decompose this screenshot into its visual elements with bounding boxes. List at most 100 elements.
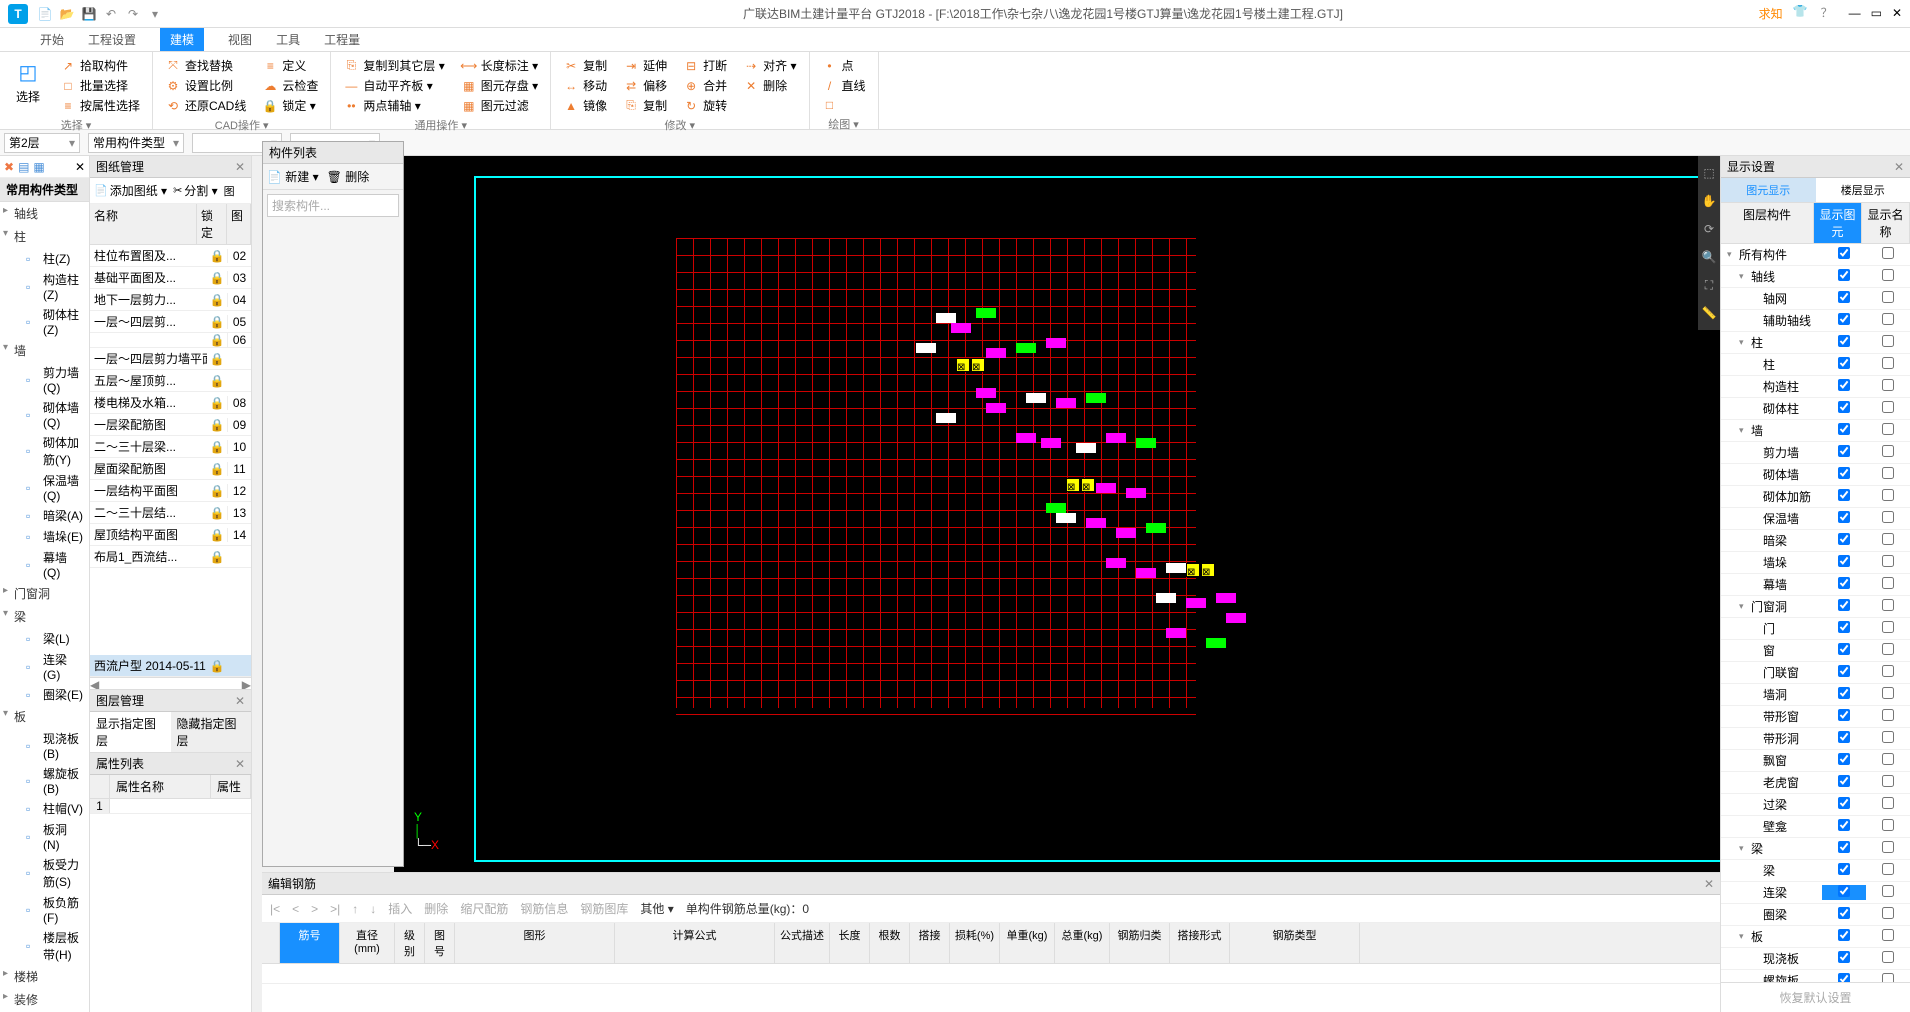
tree-cat[interactable]: 板 (0, 705, 89, 728)
ds-chk-name[interactable] (1882, 819, 1894, 831)
prop-row-1[interactable]: 1 (90, 799, 251, 814)
tree-item[interactable]: ▫柱(Z) (0, 248, 89, 269)
dm-row[interactable]: 二～三十层结...🔒13 (90, 502, 251, 524)
ds-chk-elem[interactable] (1838, 511, 1850, 523)
ds-chk-name[interactable] (1882, 599, 1894, 611)
qat-new-icon[interactable]: 📄 (36, 5, 54, 23)
ds-chk-name[interactable] (1882, 489, 1894, 501)
ds-chk-name[interactable] (1882, 423, 1894, 435)
ds-chk-elem[interactable] (1838, 247, 1850, 259)
ds-row[interactable]: 圈梁 (1721, 904, 1910, 926)
skin-icon[interactable]: 👕 (1793, 4, 1811, 22)
ds-chk-elem[interactable] (1838, 621, 1850, 633)
tree-item[interactable]: ▫幕墙(Q) (0, 547, 89, 582)
ds-row[interactable]: 砌体柱 (1721, 398, 1910, 420)
vt-cursor-icon[interactable]: ⬚ (1698, 162, 1720, 184)
comp-new-button[interactable]: 📄 新建 ▾ (267, 168, 319, 185)
ds-tab-elem[interactable]: 图元显示 (1721, 178, 1816, 202)
minimize-icon[interactable]: — (1849, 6, 1861, 20)
ribbon-btn[interactable]: —自动平齐板 ▾ (339, 76, 448, 95)
menu-工程设置[interactable]: 工程设置 (88, 31, 136, 48)
bp-tool[interactable]: 删除 (424, 900, 448, 917)
ds-row[interactable]: 过梁 (1721, 794, 1910, 816)
tree-cat[interactable]: 门窗洞 (0, 582, 89, 605)
ribbon-btn[interactable]: 🔒锁定 ▾ (258, 96, 322, 115)
ribbon-group-label[interactable]: 选择 ▾ (8, 117, 144, 133)
bp-tool[interactable]: 缩尺配筋 (460, 900, 508, 917)
ds-chk-elem[interactable] (1838, 775, 1850, 787)
qat-more-icon[interactable]: ▾ (146, 5, 164, 23)
ribbon-btn[interactable]: ⎘复制 (619, 96, 671, 115)
tree-close-icon[interactable]: ✕ (75, 160, 85, 174)
ds-chk-name[interactable] (1882, 379, 1894, 391)
tree-item[interactable]: ▫砌体墙(Q) (0, 397, 89, 432)
ribbon-btn[interactable]: ⊕合并 (679, 76, 731, 95)
menu-工具[interactable]: 工具 (276, 31, 300, 48)
ds-chk-name[interactable] (1882, 665, 1894, 677)
ds-chk-name[interactable] (1882, 863, 1894, 875)
ds-chk-name[interactable] (1882, 687, 1894, 699)
tree-btn1-icon[interactable]: ✖ (4, 160, 14, 174)
ds-chk-name[interactable] (1882, 709, 1894, 721)
type-selector[interactable]: 常用构件类型 (88, 133, 184, 153)
qat-save-icon[interactable]: 💾 (80, 5, 98, 23)
ds-chk-elem[interactable] (1838, 731, 1850, 743)
tree-item[interactable]: ▫砌体加筋(Y) (0, 432, 89, 470)
ds-chk-name[interactable] (1882, 731, 1894, 743)
ds-row[interactable]: 老虎窗 (1721, 772, 1910, 794)
bp-col[interactable]: 筋号 (280, 923, 340, 963)
ds-chk-name[interactable] (1882, 973, 1894, 982)
ribbon-group-label[interactable]: 通用操作 ▾ (339, 117, 542, 133)
ds-row[interactable]: 现浇板 (1721, 948, 1910, 970)
ribbon-btn[interactable]: □批量选择 (56, 76, 144, 95)
ribbon-btn[interactable]: /直线 (818, 76, 870, 95)
ds-row[interactable]: 飘窗 (1721, 750, 1910, 772)
ds-row[interactable]: ▾门窗洞 (1721, 596, 1910, 618)
ds-restore-button[interactable]: 恢复默认设置 (1721, 982, 1910, 1012)
ds-chk-elem[interactable] (1838, 687, 1850, 699)
dm-row[interactable]: 屋面梁配筋图🔒11 (90, 458, 251, 480)
vt-fit-icon[interactable]: ⛶ (1698, 274, 1720, 296)
ds-chk-name[interactable] (1882, 929, 1894, 941)
bp-col[interactable]: 根数 (870, 923, 910, 963)
ds-tab-floor[interactable]: 楼层显示 (1816, 178, 1910, 202)
lm-tab-hide[interactable]: 隐藏指定图层 (171, 712, 252, 752)
tree-cat[interactable]: 楼梯 (0, 965, 89, 988)
ds-row[interactable]: 砌体墙 (1721, 464, 1910, 486)
dm-row[interactable]: 一层～四层剪...🔒05 (90, 311, 251, 333)
ds-chk-elem[interactable] (1838, 313, 1850, 325)
ds-chk-elem[interactable] (1838, 577, 1850, 589)
dm-row[interactable]: 屋顶结构平面图🔒14 (90, 524, 251, 546)
ribbon-btn[interactable]: ↔移动 (559, 76, 611, 95)
help-icon[interactable]: ？ (1821, 4, 1839, 22)
bp-tool[interactable]: 其他 ▾ (640, 900, 673, 917)
tree-item[interactable]: ▫梁(L) (0, 628, 89, 649)
ds-chk-name[interactable] (1882, 335, 1894, 347)
close-icon[interactable]: ✕ (1892, 6, 1902, 20)
qat-undo-icon[interactable]: ↶ (102, 5, 120, 23)
ds-chk-name[interactable] (1882, 841, 1894, 853)
ds-chk-name[interactable] (1882, 753, 1894, 765)
ribbon-btn[interactable]: ⇄偏移 (619, 76, 671, 95)
ds-chk-elem[interactable] (1838, 929, 1850, 941)
ds-chk-elem[interactable] (1838, 907, 1850, 919)
tree-item[interactable]: ▫板负筋(F) (0, 892, 89, 927)
ds-chk-elem[interactable] (1838, 643, 1850, 655)
ds-chk-name[interactable] (1882, 555, 1894, 567)
ds-chk-elem[interactable] (1838, 797, 1850, 809)
dm-row[interactable]: 柱位布置图及...🔒02 (90, 245, 251, 267)
bp-empty-row[interactable] (262, 964, 1720, 984)
bp-col[interactable]: 图号 (425, 923, 455, 963)
dm-add-button[interactable]: 📄 添加图纸 ▾ (94, 182, 167, 199)
dm-row[interactable]: 一层～四层剪力墙平面图🔒 (90, 348, 251, 370)
ds-chk-elem[interactable] (1838, 555, 1850, 567)
dm-row[interactable]: 一层结构平面图🔒12 (90, 480, 251, 502)
lock-icon[interactable]: 🔒 (207, 659, 227, 673)
bp-tool[interactable]: 钢筋信息 (520, 900, 568, 917)
ribbon-btn[interactable]: □ (818, 96, 870, 114)
ds-chk-elem[interactable] (1838, 269, 1850, 281)
ds-chk-elem[interactable] (1838, 841, 1850, 853)
ds-chk-name[interactable] (1882, 797, 1894, 809)
tree-item[interactable]: ▫板洞(N) (0, 819, 89, 854)
ds-chk-name[interactable] (1882, 643, 1894, 655)
